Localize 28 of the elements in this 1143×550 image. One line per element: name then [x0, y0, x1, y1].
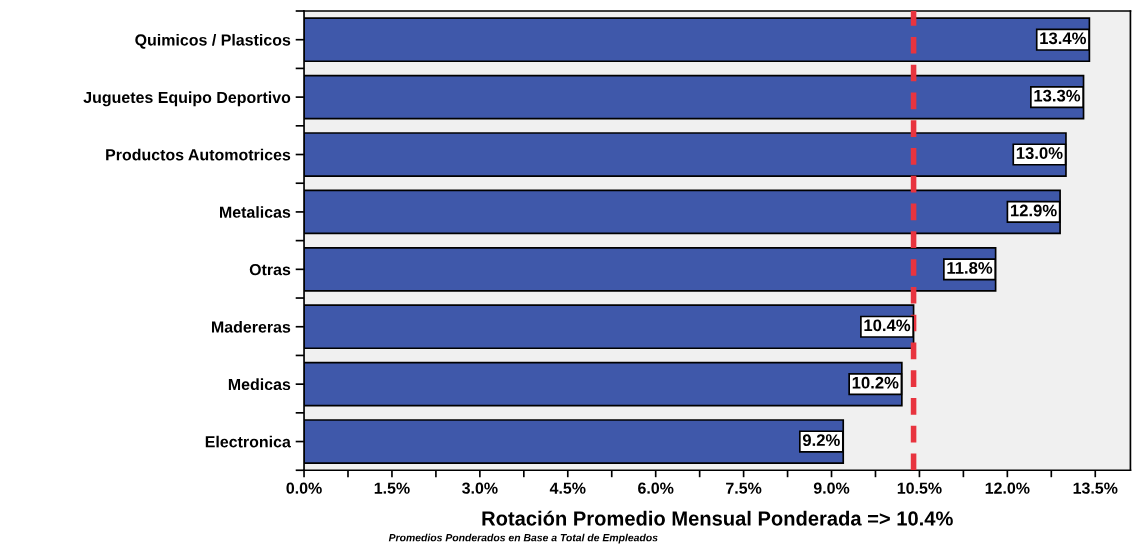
text: Promedios Ponderados en Base a Total de Empleados: [388, 533, 658, 544]
y-tick-label: Metalicas: [220, 206, 291, 218]
x-tick-label: 3.0%: [462, 482, 498, 494]
data-label: 11.8%: [947, 262, 993, 274]
x-axis-title: Rotación Promedio Mensual Ponderada => 10.4%: [482, 510, 953, 526]
y-tick-label: Madereras: [212, 320, 291, 333]
y-tick-label: Productos Automotrices: [106, 148, 291, 161]
x-tick-label: 7.5%: [726, 482, 762, 494]
x-tick-label: 9.0%: [813, 482, 850, 494]
x-tick-label: 0.0%: [286, 482, 322, 494]
data-label: 10.2%: [852, 376, 899, 389]
y-tick-label: Juguetes Equipo Deportivo: [83, 91, 291, 107]
x-tick-label: 10.5%: [897, 482, 942, 494]
data-label: 13.3%: [1034, 89, 1081, 102]
x-tick-label: 4.5%: [549, 482, 586, 494]
data-label: 9.2%: [802, 434, 840, 447]
y-tick-label: Medicas: [228, 378, 291, 391]
data-label: 10.4%: [864, 319, 911, 332]
data-label: 12.9%: [1010, 204, 1057, 217]
x-tick-label: 1.5%: [374, 482, 410, 494]
x-tick-label: 12.0%: [985, 482, 1030, 494]
x-tick-label: 13.5%: [1073, 482, 1118, 494]
data-label: 13.0%: [1016, 147, 1063, 160]
data-label: 13.4%: [1040, 32, 1087, 45]
x-tick-label: 6.0%: [638, 482, 674, 494]
y-tick-label: Quimicos / Plasticos: [135, 33, 291, 49]
y-tick-label: Otras: [249, 263, 291, 276]
y-tick-label: Electronica: [205, 435, 291, 448]
